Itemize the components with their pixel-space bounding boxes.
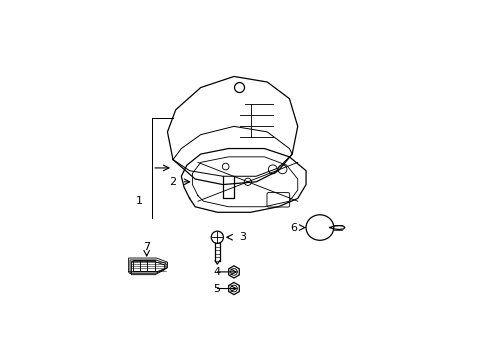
Ellipse shape (305, 215, 333, 240)
Circle shape (234, 82, 244, 93)
Circle shape (278, 165, 286, 174)
Text: 3: 3 (239, 232, 246, 242)
FancyBboxPatch shape (266, 193, 289, 207)
Circle shape (230, 269, 237, 275)
Circle shape (244, 178, 251, 185)
Text: 4: 4 (213, 267, 220, 277)
Circle shape (211, 231, 223, 243)
Circle shape (268, 165, 277, 174)
Text: 7: 7 (143, 243, 150, 252)
Circle shape (230, 285, 237, 292)
Polygon shape (228, 266, 239, 278)
Polygon shape (228, 283, 239, 294)
Text: 1: 1 (136, 196, 143, 206)
Text: 5: 5 (213, 284, 220, 293)
Text: 2: 2 (168, 177, 175, 187)
Circle shape (222, 163, 228, 170)
Text: 6: 6 (290, 222, 297, 233)
